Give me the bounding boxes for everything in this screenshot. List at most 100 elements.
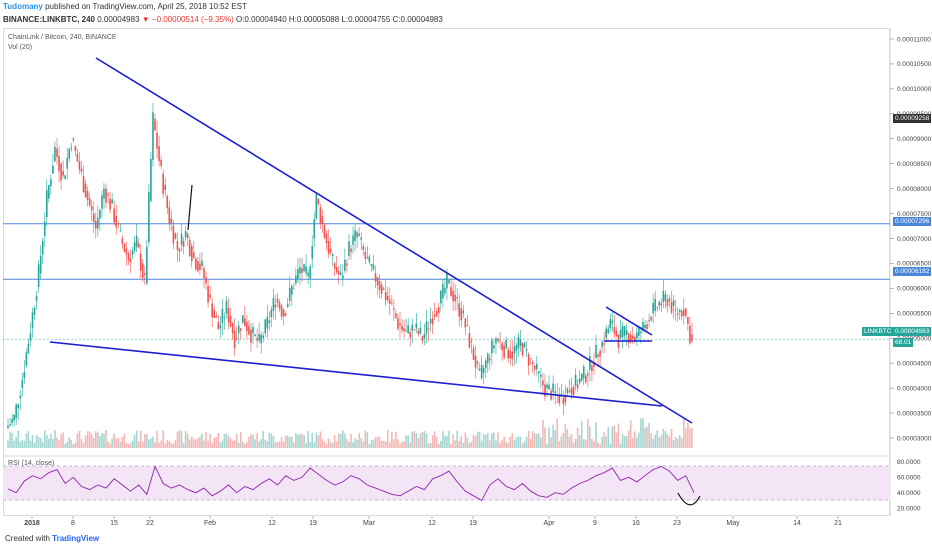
candle-body: [544, 384, 546, 397]
candle-body: [466, 325, 469, 326]
volume-bar: [484, 434, 487, 448]
candle-body: [605, 328, 608, 339]
candle-body: [380, 284, 383, 294]
rsi-curve-drawing[interactable]: [677, 492, 701, 506]
volume-bar: [244, 443, 246, 448]
volume-bar: [466, 437, 469, 448]
candle-body: [685, 308, 687, 317]
volume-bar: [607, 426, 610, 448]
volume-bar: [689, 427, 691, 448]
candle-body: [225, 301, 228, 314]
volume-bar: [221, 440, 224, 448]
candle-body: [192, 252, 195, 258]
volume-bar: [535, 433, 538, 448]
candle-body: [252, 326, 254, 334]
volume-bar: [499, 443, 501, 448]
volume-bar: [172, 443, 175, 448]
candle-body: [462, 310, 465, 314]
volume-bar: [43, 430, 46, 448]
time-axis[interactable]: 2018 8 15 22 Feb 12 19 Mar 12 19 Apr 9 16 23 May 14 21: [24, 516, 842, 527]
volume-bar: [354, 438, 356, 448]
volume-bar: [141, 441, 144, 448]
candle-body: [339, 272, 342, 275]
candle-body: [482, 367, 485, 374]
author-link[interactable]: Tudomany: [3, 2, 43, 11]
volume-bar: [166, 439, 169, 448]
candle-body: [209, 294, 211, 298]
volume-bar: [299, 433, 301, 448]
volume-bar: [662, 428, 665, 448]
volume-bar: [74, 442, 77, 448]
rsi-series: [7, 465, 695, 502]
candle-body: [648, 319, 650, 321]
candle-body: [41, 240, 44, 255]
candle-body: [68, 148, 71, 159]
candle-body: [88, 198, 91, 206]
volume-bar: [446, 435, 448, 448]
volume-bar: [546, 443, 548, 448]
volume-bar: [29, 440, 32, 448]
candle-body: [39, 255, 42, 274]
volume-bar: [554, 429, 556, 448]
candle-body: [280, 305, 283, 317]
volume-bar: [519, 436, 522, 448]
volume-bar: [333, 435, 336, 448]
trendline-drawings[interactable]: [49, 57, 693, 424]
candle-body: [691, 334, 693, 342]
candle-body: [613, 327, 616, 334]
candle-body: [101, 195, 103, 209]
volume-bar: [366, 432, 369, 448]
candle-body: [246, 322, 248, 332]
candle-body: [652, 302, 654, 314]
descending-support-line[interactable]: [49, 341, 663, 407]
volume-bar: [80, 438, 83, 448]
candle-body: [658, 301, 661, 306]
candle-body: [121, 238, 124, 244]
volume-bar: [84, 435, 87, 448]
volume-bar: [631, 438, 634, 448]
candle-body: [542, 380, 544, 386]
volume-bar: [609, 443, 612, 448]
volume-bar: [552, 424, 554, 448]
candle-body: [644, 324, 646, 329]
candle-body: [682, 309, 685, 316]
time-tick-label: May: [726, 520, 740, 527]
candle-body: [174, 233, 177, 239]
volume-bar: [411, 431, 414, 448]
candle-body: [499, 340, 501, 342]
candle-body: [270, 309, 273, 318]
price-axis[interactable]: 0.000110000.000105000.000100000.00009500…: [890, 36, 932, 442]
candle-body: [360, 237, 363, 240]
candle-body: [313, 219, 316, 239]
volume-bar: [215, 437, 218, 448]
candle-body: [31, 312, 34, 329]
volume-bar: [362, 441, 365, 448]
volume-bar: [660, 435, 663, 448]
volume-bar: [192, 439, 195, 448]
candle-body: [460, 308, 463, 321]
volume-bar: [313, 442, 316, 448]
volume-bar: [7, 440, 9, 448]
candle-body: [474, 355, 477, 368]
volume-bar: [21, 440, 24, 448]
candle-body: [509, 350, 512, 359]
tradingview-logo[interactable]: TradingView: [52, 534, 100, 543]
price-tick-label: 0.00007000: [897, 236, 932, 243]
marker-line[interactable]: [187, 184, 193, 231]
candle-body: [356, 232, 358, 238]
candle-body: [576, 384, 579, 389]
candle-body: [123, 243, 126, 252]
flag-top-line[interactable]: [605, 306, 653, 336]
descending-resistance-line[interactable]: [95, 57, 693, 424]
volume-bar: [425, 433, 428, 448]
volume-bar: [223, 434, 226, 448]
candle-body: [595, 345, 597, 359]
candle-body: [386, 295, 389, 301]
candle-body: [188, 239, 191, 256]
volume-bar: [523, 441, 526, 448]
candle-body: [168, 207, 171, 224]
volume-bar: [603, 432, 605, 448]
candle-body: [48, 185, 50, 199]
candle-body: [203, 268, 205, 278]
